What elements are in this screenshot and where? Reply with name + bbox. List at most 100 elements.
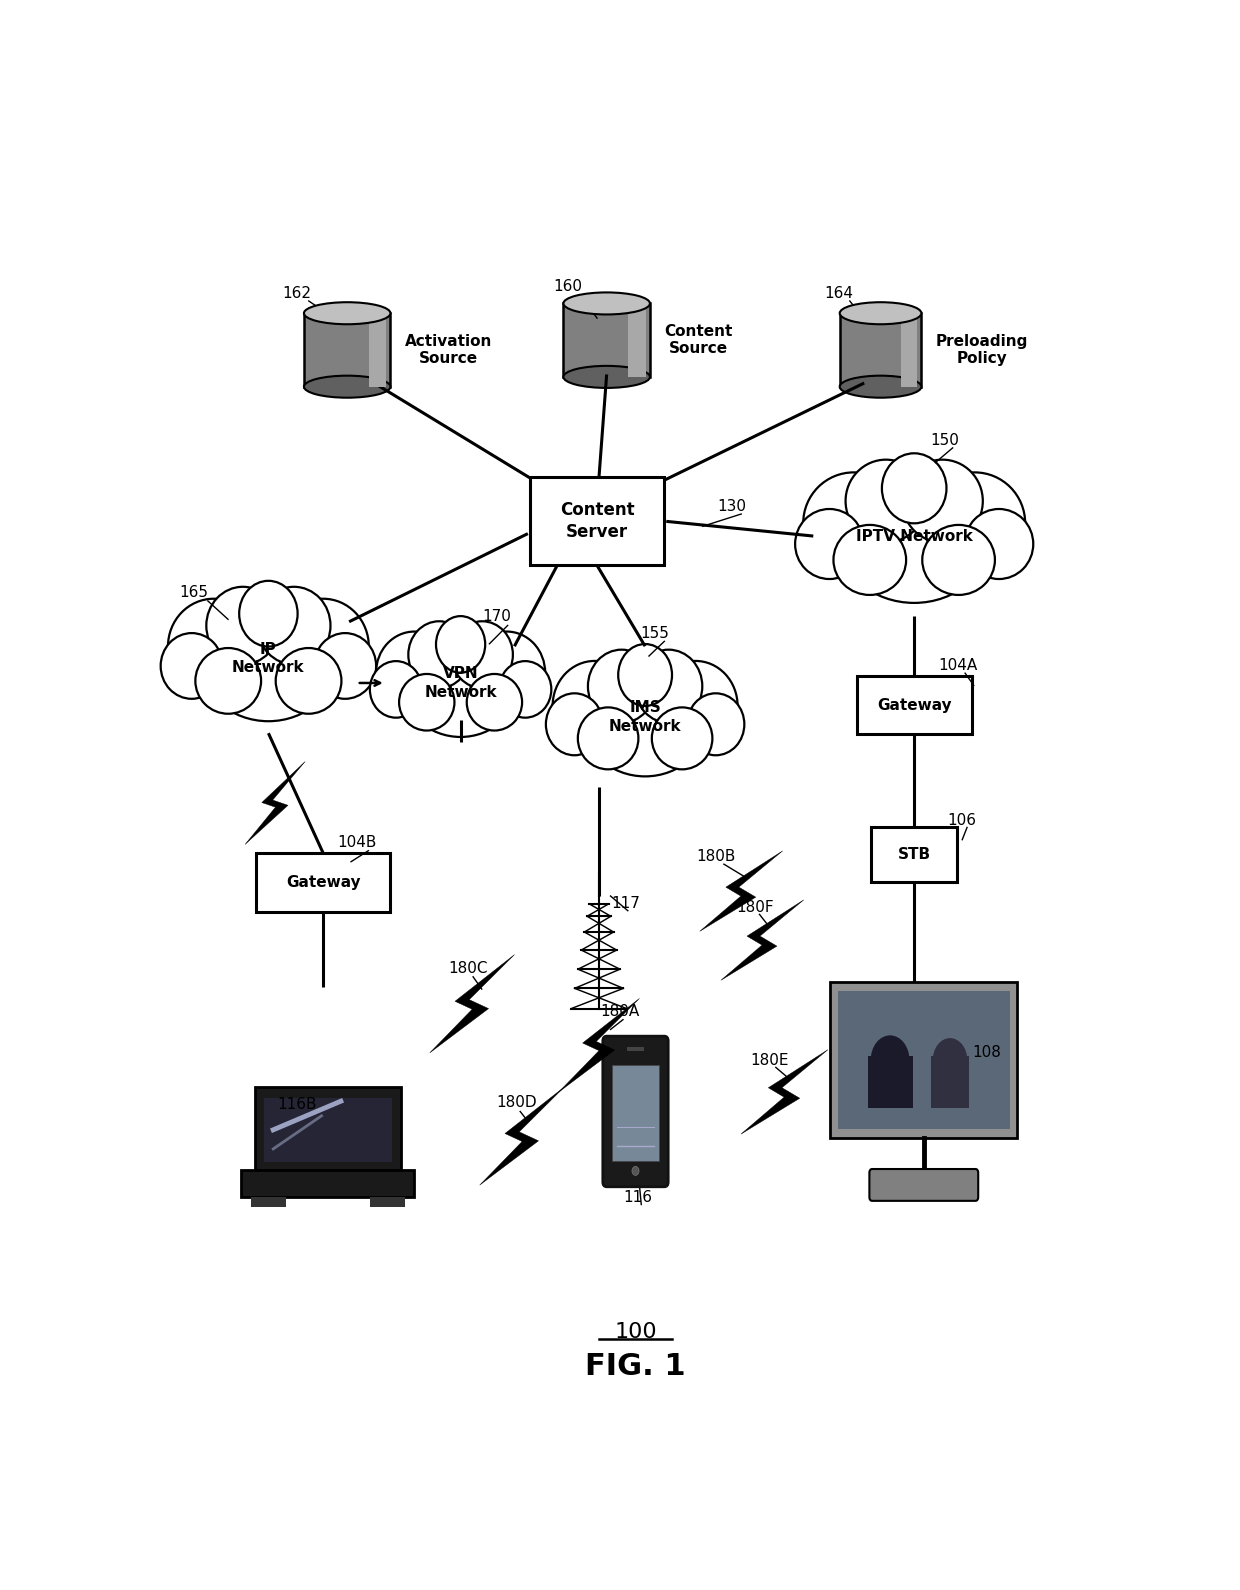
Ellipse shape bbox=[278, 599, 368, 695]
Text: 150: 150 bbox=[930, 432, 960, 448]
Text: Gateway: Gateway bbox=[286, 875, 361, 890]
Bar bbox=[255, 854, 391, 913]
Ellipse shape bbox=[588, 650, 655, 723]
Ellipse shape bbox=[370, 661, 422, 717]
Bar bbox=[901, 313, 918, 386]
Ellipse shape bbox=[553, 661, 636, 750]
Polygon shape bbox=[558, 999, 640, 1092]
Ellipse shape bbox=[837, 469, 991, 603]
Text: STB: STB bbox=[898, 847, 931, 862]
Text: Preloading
Policy: Preloading Policy bbox=[936, 334, 1028, 366]
Text: 155: 155 bbox=[640, 626, 670, 641]
Ellipse shape bbox=[196, 649, 262, 714]
Text: Content
Source: Content Source bbox=[665, 324, 733, 356]
Text: 108: 108 bbox=[973, 1045, 1002, 1061]
Text: 104A: 104A bbox=[939, 658, 978, 673]
Bar bbox=[611, 1065, 660, 1161]
Text: 116B: 116B bbox=[278, 1097, 317, 1111]
Ellipse shape bbox=[304, 302, 391, 324]
Ellipse shape bbox=[408, 622, 470, 688]
Ellipse shape bbox=[314, 633, 376, 700]
Polygon shape bbox=[720, 900, 804, 981]
Ellipse shape bbox=[965, 509, 1033, 579]
Text: 104B: 104B bbox=[337, 835, 377, 849]
FancyBboxPatch shape bbox=[869, 1169, 978, 1200]
Bar bbox=[870, 827, 957, 882]
Text: 180A: 180A bbox=[600, 1003, 640, 1019]
Ellipse shape bbox=[451, 622, 513, 688]
Ellipse shape bbox=[839, 375, 921, 398]
Ellipse shape bbox=[635, 650, 702, 723]
Polygon shape bbox=[480, 1088, 564, 1185]
Bar bbox=[931, 1056, 968, 1108]
Ellipse shape bbox=[653, 661, 738, 750]
Ellipse shape bbox=[582, 658, 709, 776]
Text: 180B: 180B bbox=[697, 849, 735, 865]
Ellipse shape bbox=[258, 587, 331, 665]
Bar bbox=[838, 992, 1009, 1129]
Ellipse shape bbox=[466, 674, 522, 730]
Text: IPTV Network: IPTV Network bbox=[856, 528, 972, 544]
Bar bbox=[255, 1088, 401, 1173]
Ellipse shape bbox=[498, 661, 552, 717]
Text: 106: 106 bbox=[947, 812, 977, 827]
Ellipse shape bbox=[619, 644, 672, 706]
Ellipse shape bbox=[198, 596, 337, 722]
Bar bbox=[830, 981, 1018, 1138]
Bar bbox=[563, 304, 650, 377]
Text: 170: 170 bbox=[482, 609, 512, 625]
Text: 160: 160 bbox=[554, 278, 583, 294]
Ellipse shape bbox=[402, 630, 520, 736]
Bar bbox=[242, 1170, 414, 1197]
Ellipse shape bbox=[563, 366, 650, 388]
Ellipse shape bbox=[923, 525, 994, 595]
Bar bbox=[857, 676, 972, 735]
Ellipse shape bbox=[161, 633, 223, 700]
Ellipse shape bbox=[376, 631, 453, 714]
Text: VPN
Network: VPN Network bbox=[424, 666, 497, 700]
Ellipse shape bbox=[469, 631, 546, 714]
Text: IP
Network: IP Network bbox=[232, 642, 305, 676]
Text: 180E: 180E bbox=[750, 1053, 790, 1067]
Text: FIG. 1: FIG. 1 bbox=[585, 1352, 686, 1380]
Text: 165: 165 bbox=[179, 585, 208, 599]
Bar bbox=[627, 1046, 644, 1051]
Circle shape bbox=[632, 1167, 639, 1175]
Polygon shape bbox=[246, 762, 305, 844]
Ellipse shape bbox=[882, 453, 946, 523]
Text: 180D: 180D bbox=[496, 1096, 537, 1110]
Bar bbox=[868, 1056, 913, 1108]
Polygon shape bbox=[430, 954, 515, 1053]
Ellipse shape bbox=[275, 649, 341, 714]
Text: 116: 116 bbox=[622, 1189, 652, 1205]
Bar bbox=[529, 477, 665, 566]
Ellipse shape bbox=[563, 293, 650, 315]
Ellipse shape bbox=[167, 599, 259, 695]
Ellipse shape bbox=[687, 693, 744, 755]
Bar bbox=[371, 1197, 404, 1207]
Ellipse shape bbox=[924, 472, 1025, 574]
Text: Gateway: Gateway bbox=[877, 698, 951, 712]
Ellipse shape bbox=[239, 580, 298, 647]
Circle shape bbox=[932, 1038, 967, 1081]
Ellipse shape bbox=[399, 674, 454, 730]
Polygon shape bbox=[742, 1049, 828, 1134]
Ellipse shape bbox=[436, 615, 485, 673]
Ellipse shape bbox=[804, 472, 904, 574]
Text: 180F: 180F bbox=[737, 900, 775, 914]
Text: 180C: 180C bbox=[449, 960, 489, 976]
Ellipse shape bbox=[304, 375, 391, 398]
Text: Content
Server: Content Server bbox=[559, 501, 635, 542]
Text: 100: 100 bbox=[614, 1321, 657, 1342]
Bar bbox=[304, 313, 391, 386]
Ellipse shape bbox=[846, 460, 926, 542]
Text: 164: 164 bbox=[825, 286, 853, 301]
Polygon shape bbox=[699, 851, 782, 932]
Bar bbox=[250, 1197, 285, 1207]
FancyBboxPatch shape bbox=[603, 1037, 668, 1186]
Ellipse shape bbox=[901, 460, 983, 542]
Ellipse shape bbox=[206, 587, 279, 665]
Ellipse shape bbox=[546, 693, 603, 755]
Text: 117: 117 bbox=[611, 895, 640, 911]
Bar bbox=[264, 1099, 392, 1162]
